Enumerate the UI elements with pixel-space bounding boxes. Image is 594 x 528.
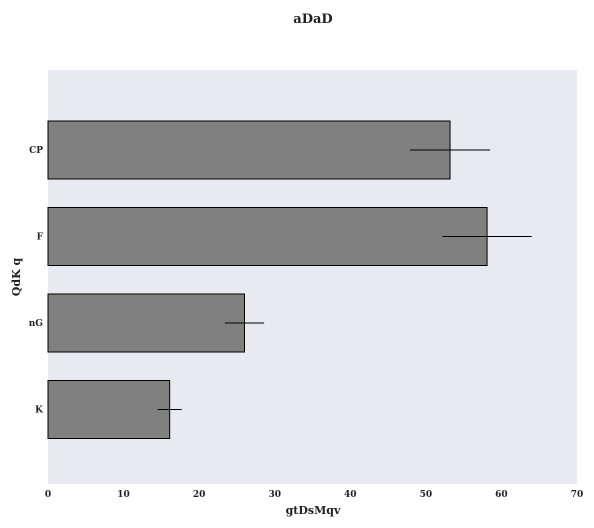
y-axis-label: QdK q [10,258,23,297]
bar-ng [47,293,245,353]
x-tick-label: 20 [193,490,206,500]
y-tick-label: nG [29,319,43,329]
y-tick-label: CP [29,146,43,156]
y-tick-label: F [37,233,44,243]
x-tick-label: 0 [45,490,51,500]
bar-cp [47,120,451,180]
x-tick-label: 60 [495,490,508,500]
bar-f [47,207,488,266]
y-tick-labels: CP FnG K [29,146,44,416]
error-bars-group [157,149,532,410]
x-tick-labels: 0 10 20 30 40 50 60 70 [45,490,583,500]
x-axis-label: gtDsMqv [286,504,341,517]
y-tick-label: K [35,406,44,416]
bars-group [47,120,488,439]
chart-title: aDaD [293,12,332,27]
x-tick-label: 30 [268,490,281,500]
bar-k [47,380,171,439]
x-tick-label: 50 [420,490,433,500]
x-tick-label: 10 [117,490,130,500]
x-tick-label: 70 [571,490,584,500]
x-tick-label: 40 [344,490,357,500]
